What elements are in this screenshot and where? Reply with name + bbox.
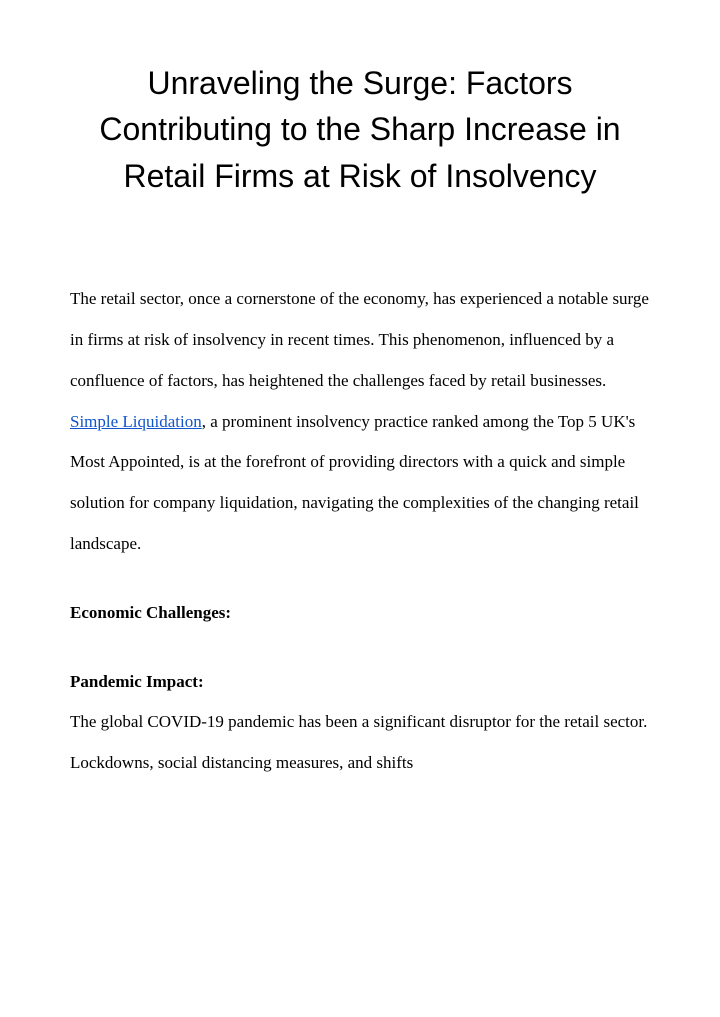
economic-challenges-heading: Economic Challenges: xyxy=(70,593,650,634)
pandemic-impact-heading: Pandemic Impact: xyxy=(70,662,650,703)
intro-paragraph: The retail sector, once a cornerstone of… xyxy=(70,279,650,565)
pandemic-impact-body: The global COVID-19 pandemic has been a … xyxy=(70,702,650,784)
intro-text-part2: , a prominent insolvency practice ranked… xyxy=(70,412,639,553)
intro-text-part1: The retail sector, once a cornerstone of… xyxy=(70,289,649,390)
simple-liquidation-link[interactable]: Simple Liquidation xyxy=(70,412,202,431)
document-title: Unraveling the Surge: Factors Contributi… xyxy=(70,60,650,199)
